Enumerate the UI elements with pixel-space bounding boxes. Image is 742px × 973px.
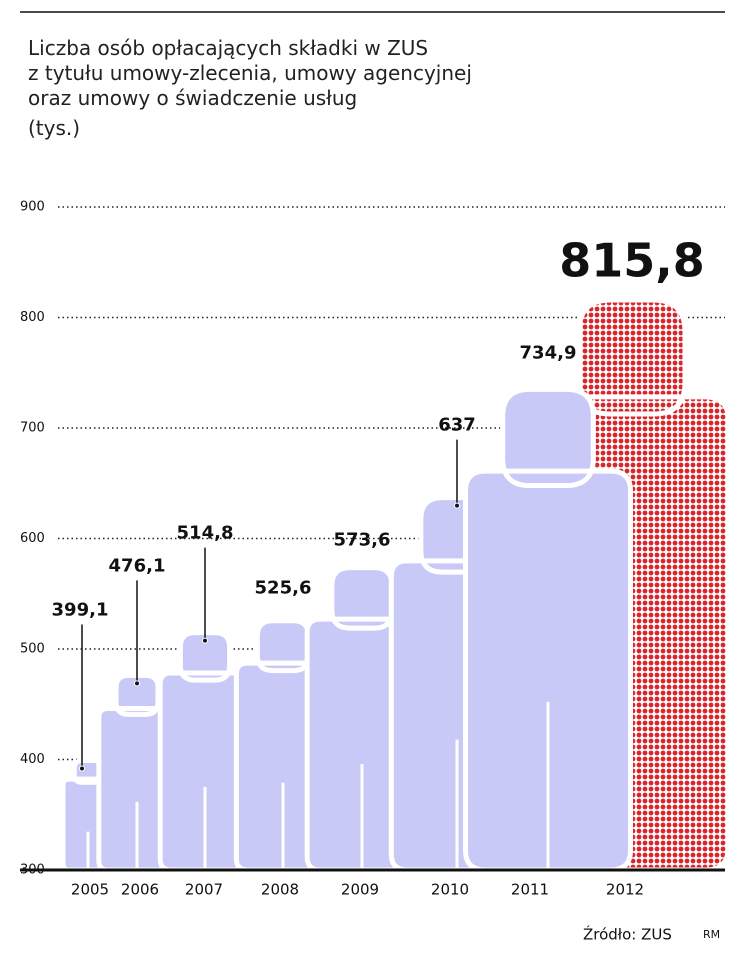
title-line: oraz umowy o świadczenie usług <box>28 86 357 110</box>
x-tick-label: 2012 <box>606 881 644 899</box>
value-label: 399,1 <box>52 599 109 620</box>
leader-dot <box>134 680 140 687</box>
leader-dot <box>202 637 208 644</box>
value-label: 525,6 <box>255 578 312 599</box>
y-tick-label: 600 <box>20 531 45 546</box>
credit: RM <box>703 928 720 941</box>
x-tick-label: 2011 <box>511 881 549 899</box>
y-tick-label: 700 <box>20 421 45 436</box>
value-label: 637 <box>438 415 476 436</box>
y-tick-label: 800 <box>20 310 45 325</box>
leader-dot <box>454 502 460 509</box>
x-tick-label: 2009 <box>341 881 379 899</box>
unit: (tys.) <box>28 116 80 140</box>
x-tick-label: 2006 <box>121 881 159 899</box>
title-line: z tytułu umowy-zlecenia, umowy agencyjne… <box>28 61 472 85</box>
title-line: Liczba osób opłacających składki w ZUS <box>28 36 428 60</box>
x-tick-label: 2005 <box>71 881 109 899</box>
source: Źródło: ZUS <box>583 925 672 944</box>
value-label: 815,8 <box>559 234 705 288</box>
y-tick-label: 400 <box>20 752 45 767</box>
x-tick-label: 2010 <box>431 881 469 899</box>
x-tick-label: 2008 <box>261 881 299 899</box>
y-tick-label: 500 <box>20 642 45 657</box>
value-label: 514,8 <box>177 523 234 544</box>
leader-dot <box>79 765 85 772</box>
figures <box>60 297 731 873</box>
y-tick-label: 900 <box>20 200 45 215</box>
value-label: 476,1 <box>109 555 166 576</box>
value-label: 573,6 <box>334 530 391 551</box>
value-label: 734,9 <box>520 342 577 363</box>
x-tick-label: 2007 <box>185 881 223 899</box>
